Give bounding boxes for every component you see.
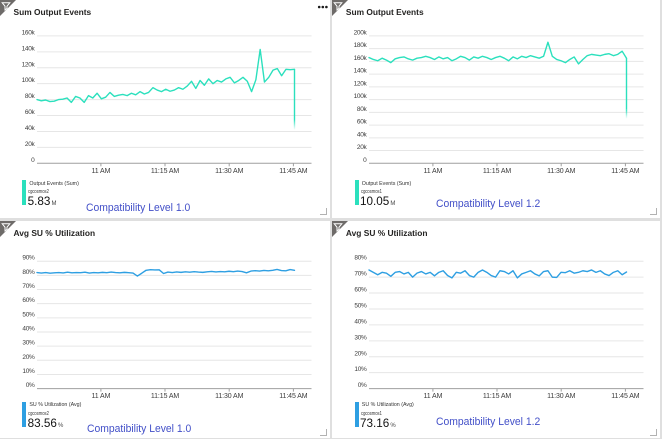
svg-text:11 AM: 11 AM (91, 393, 110, 400)
svg-text:60%: 60% (22, 297, 35, 304)
svg-text:11:30 AM: 11:30 AM (547, 168, 576, 175)
svg-text:200k: 200k (354, 29, 368, 36)
svg-text:160k: 160k (354, 55, 368, 62)
svg-text:80k: 80k (25, 93, 36, 100)
svg-text:120k: 120k (22, 61, 36, 68)
svg-text:0%: 0% (358, 382, 367, 389)
svg-text:11:45 AM: 11:45 AM (279, 168, 308, 175)
svg-text:11:30 AM: 11:30 AM (215, 393, 244, 400)
svg-text:70%: 70% (22, 283, 35, 290)
svg-text:60k: 60k (357, 119, 368, 126)
svg-text:11 AM: 11 AM (91, 168, 110, 175)
svg-text:30%: 30% (22, 339, 35, 346)
svg-text:70%: 70% (355, 270, 368, 277)
svg-text:11:15 AM: 11:15 AM (483, 393, 512, 400)
svg-text:90%: 90% (22, 254, 35, 261)
svg-text:160k: 160k (22, 29, 36, 36)
svg-text:10%: 10% (22, 368, 35, 375)
svg-text:180k: 180k (354, 42, 368, 49)
svg-text:40%: 40% (22, 325, 35, 332)
svg-text:11:45 AM: 11:45 AM (612, 168, 641, 175)
svg-text:10%: 10% (355, 366, 368, 373)
svg-text:80k: 80k (357, 106, 368, 113)
svg-text:20k: 20k (25, 141, 36, 148)
svg-text:120k: 120k (354, 80, 368, 87)
svg-text:100k: 100k (22, 77, 36, 84)
svg-text:80%: 80% (22, 269, 35, 276)
svg-text:11:30 AM: 11:30 AM (215, 168, 244, 175)
svg-text:40k: 40k (357, 131, 368, 138)
svg-text:11 AM: 11 AM (424, 393, 443, 400)
svg-text:11 AM: 11 AM (424, 168, 443, 175)
svg-text:0: 0 (31, 157, 35, 164)
svg-text:50%: 50% (355, 302, 368, 309)
svg-text:20%: 20% (22, 354, 35, 361)
svg-text:40k: 40k (25, 125, 36, 132)
svg-text:20k: 20k (357, 144, 368, 151)
svg-text:11:15 AM: 11:15 AM (483, 168, 512, 175)
svg-text:0%: 0% (26, 382, 35, 389)
svg-text:100k: 100k (354, 93, 368, 100)
svg-text:11:30 AM: 11:30 AM (547, 393, 576, 400)
svg-text:60%: 60% (355, 286, 368, 293)
svg-text:20%: 20% (355, 350, 368, 357)
svg-text:60k: 60k (25, 109, 36, 116)
svg-text:11:15 AM: 11:15 AM (151, 168, 180, 175)
svg-text:80%: 80% (355, 254, 368, 261)
svg-text:11:15 AM: 11:15 AM (151, 393, 180, 400)
svg-text:11:45 AM: 11:45 AM (612, 393, 641, 400)
svg-text:40%: 40% (355, 318, 368, 325)
svg-text:30%: 30% (355, 334, 368, 341)
svg-text:140k: 140k (22, 45, 36, 52)
svg-text:50%: 50% (22, 311, 35, 318)
svg-text:140k: 140k (354, 68, 368, 75)
svg-text:0: 0 (364, 157, 368, 164)
svg-text:11:45 AM: 11:45 AM (279, 393, 308, 400)
